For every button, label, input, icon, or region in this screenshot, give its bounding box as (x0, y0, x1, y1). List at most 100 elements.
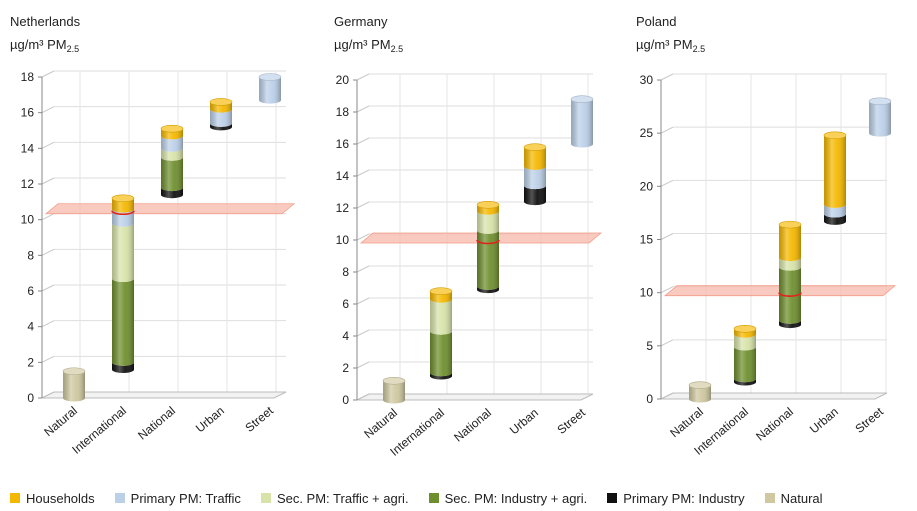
bar-segment-traffic-primary (868, 97, 892, 137)
gridline-depth (660, 233, 674, 240)
bar-top-cap (868, 97, 892, 106)
y-tick-label: 4 (342, 329, 349, 343)
bar-national (778, 220, 802, 329)
y-tick-label: 8 (27, 248, 34, 262)
gridline-depth (356, 169, 370, 177)
gridline-depth (660, 73, 674, 81)
bar-top-cap (523, 143, 547, 151)
gridline-depth (660, 286, 674, 294)
gridline-depth (41, 248, 55, 256)
bar-segment-natural (62, 367, 86, 402)
grid-wall (41, 70, 287, 399)
bar-segment-industry-primary (779, 320, 801, 329)
y-tick-label: 6 (27, 284, 34, 298)
bar-segment-sec-industry (112, 278, 134, 366)
chart-floor (41, 391, 287, 399)
y-tick-label: 16 (21, 106, 35, 120)
bar-top-cap (429, 287, 453, 296)
gridline-depth (41, 106, 55, 114)
x-tick-label: International (69, 404, 129, 457)
legend-label: Sec. PM: Industry + agri. (444, 490, 588, 506)
bar-segment-households (778, 220, 802, 262)
bar-segment-households (429, 287, 453, 303)
gridline-depth (356, 329, 370, 337)
threshold-crossing (476, 239, 500, 245)
gridline-depth (41, 320, 55, 328)
bar-top-cap (778, 220, 802, 229)
bar-segment-households (111, 194, 135, 213)
bar-national (160, 124, 184, 199)
bar-segment-sec-industry (477, 230, 499, 290)
gridline-depth (660, 339, 674, 347)
bar-national (476, 201, 500, 294)
legend-label: Sec. PM: Traffic + agri. (276, 490, 409, 506)
bar-segment-sec-traffic (430, 299, 452, 335)
y-tick-label: 5 (646, 339, 653, 353)
y-tick-label: 12 (21, 177, 35, 191)
y-tick-label: 14 (336, 169, 350, 183)
grid-wall (660, 73, 888, 400)
bar-segment-households (476, 201, 500, 215)
bar-segment-traffic-primary (570, 95, 594, 148)
bar-top-cap (823, 131, 847, 140)
gridline-depth (356, 297, 370, 305)
bar-street (570, 95, 594, 148)
chart-floor (660, 392, 888, 400)
bar-segment-natural (688, 381, 712, 403)
legend-item-natural: Natural (764, 490, 823, 506)
bar-segment-traffic-primary (824, 204, 846, 218)
gridline-depth (660, 126, 674, 134)
legend-label: Natural (780, 490, 823, 506)
bar-segment-traffic-primary (524, 166, 546, 190)
bar-segment-households (209, 98, 233, 113)
y-tick-label: 20 (336, 73, 350, 87)
bar-international (111, 194, 135, 373)
legend-item-traffic-primary: Primary PM: Traffic (114, 491, 241, 506)
legend-swatch (428, 493, 439, 503)
legend-swatch (607, 493, 618, 503)
y-tick-label: 4 (27, 320, 34, 334)
gridline-depth (356, 233, 370, 241)
bar-segment-households (160, 124, 184, 140)
legend-item-households: Households (10, 491, 95, 506)
y-tick-label: 30 (640, 73, 654, 87)
legend-swatch (114, 493, 125, 503)
legend-swatch (10, 493, 20, 503)
gridline-depth (41, 177, 55, 185)
chart-title: Netherlands (10, 14, 81, 29)
bar-segment-households (523, 143, 547, 170)
bar-segment-industry-primary (430, 372, 452, 380)
bar-segment-industry-primary (524, 185, 546, 206)
chart-title: Germany (334, 14, 388, 29)
bar-street (258, 73, 282, 104)
gridline-depth (356, 361, 370, 369)
y-tick-label: 20 (640, 179, 654, 193)
y-tick-label: 10 (336, 233, 350, 247)
legend-item-sec-traffic: Sec. PM: Traffic + agri. (260, 490, 409, 506)
y-tick-label: 15 (640, 233, 654, 247)
gridline-depth (356, 201, 370, 209)
bar-segment-sec-industry (430, 331, 452, 377)
bar-segment-sec-traffic (112, 223, 134, 283)
gridline-depth (356, 105, 370, 113)
y-tick-label: 2 (27, 355, 34, 369)
bar-top-cap (209, 98, 233, 106)
bar-top-cap (570, 95, 594, 103)
y-tick-label: 16 (336, 137, 350, 151)
chart-floor (356, 393, 594, 401)
legend-item-industry-primary: Primary PM: Industry (607, 491, 745, 506)
gridline-depth (41, 213, 55, 221)
bar-natural (62, 367, 86, 402)
x-tick-label: Street (852, 404, 886, 436)
x-tick-label: National (753, 405, 796, 444)
y-tick-label: 2 (342, 361, 349, 375)
y-tick-label: 25 (640, 126, 654, 140)
legend-swatch (260, 493, 271, 503)
bar-segment-industry-primary (161, 187, 183, 199)
gridline-depth (356, 73, 370, 81)
bar-segment-traffic-primary (258, 73, 282, 104)
y-tick-label: 8 (342, 265, 349, 279)
x-tick-label: Urban (507, 406, 541, 438)
bar-segment-sec-industry (161, 157, 183, 192)
